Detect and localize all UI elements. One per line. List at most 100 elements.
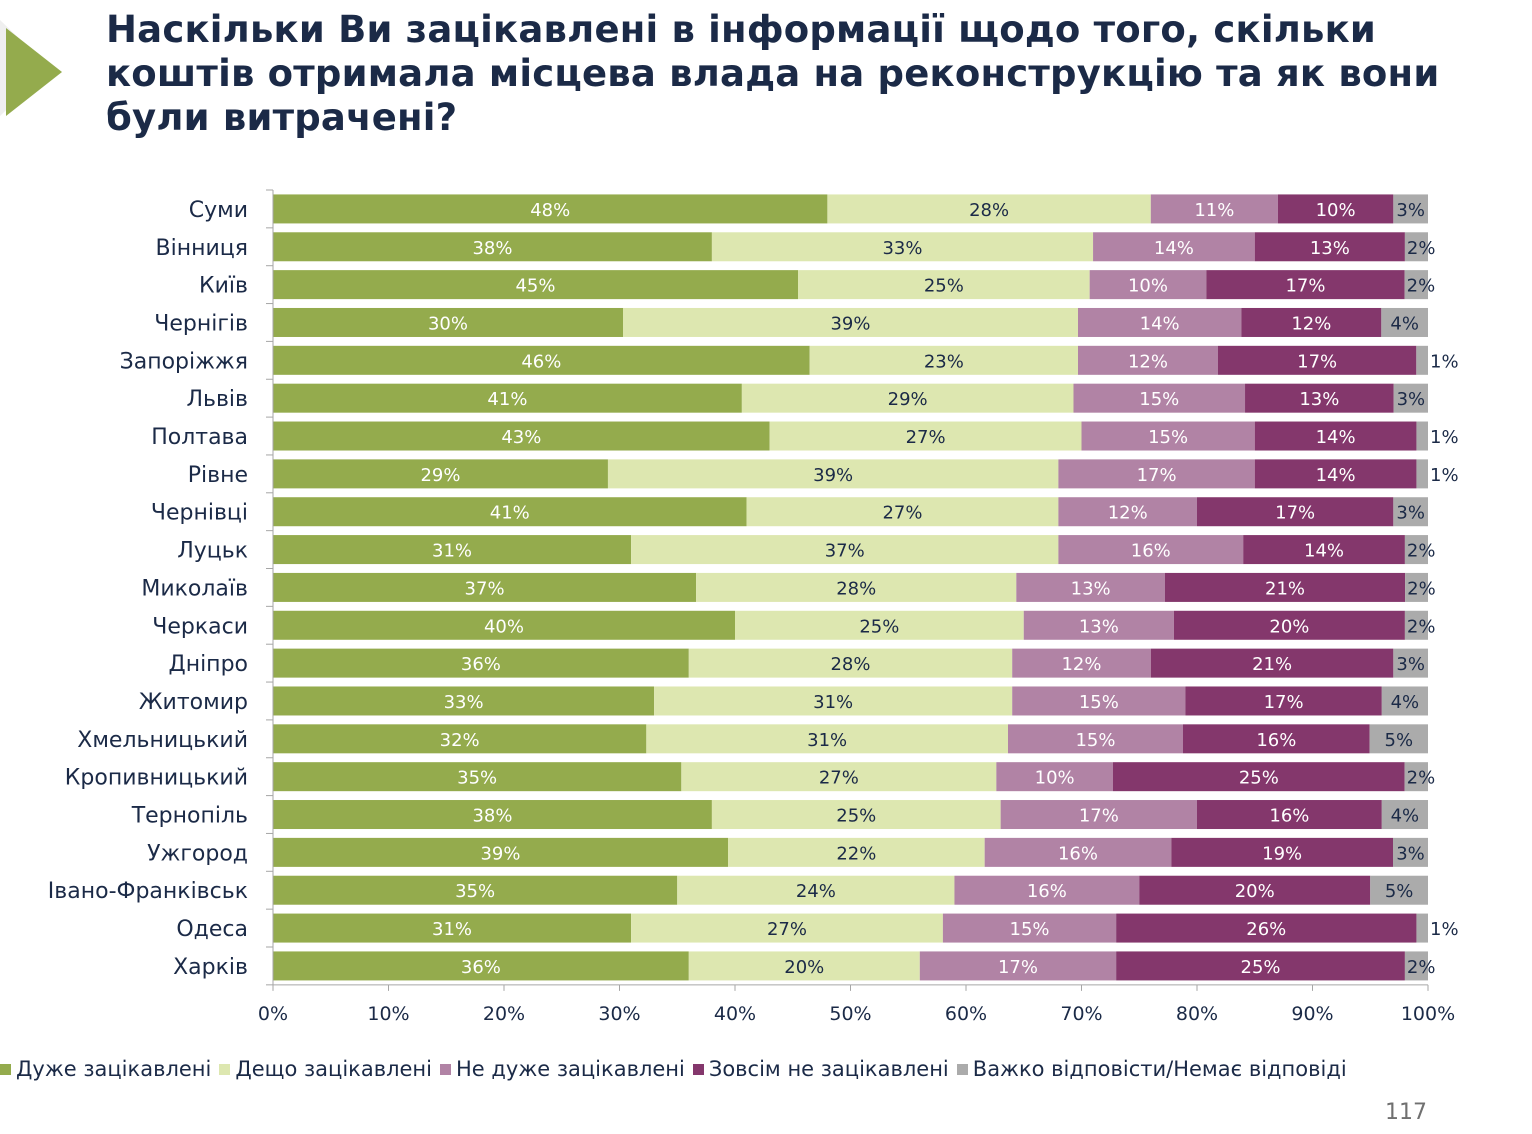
bar-segment [646,724,1008,754]
bar-segment [273,686,655,716]
data-label: 31% [813,692,853,713]
category-label: Харків [173,955,248,980]
bar-segment [1023,610,1174,640]
data-label: 15% [1148,427,1188,448]
bar-segment [696,572,1017,602]
data-label: 28% [969,200,1009,221]
bar-segment [1093,232,1255,262]
bar-segment [1000,800,1197,830]
category-label: Рівне [188,463,248,488]
x-tick-label: 60% [945,1003,987,1025]
data-label: 17% [1264,692,1304,713]
bar-segment [1012,686,1186,716]
data-label: 38% [472,238,512,259]
bar-segment [1150,194,1278,224]
category-label: Черкаси [152,614,248,639]
data-label: 27% [819,768,859,789]
bar-segment [1241,307,1382,337]
bar-segment [681,762,997,792]
data-label: 25% [859,616,899,637]
data-label: 12% [1061,654,1101,675]
bar-segment [1245,383,1394,413]
legend-label: Дещо зацікавлені [235,1057,432,1081]
data-label: 10% [1128,276,1168,297]
bar-segment [273,459,608,489]
data-label: 16% [1058,843,1098,864]
data-label: 25% [924,276,964,297]
bar-segment [1171,837,1393,867]
bar-segment [273,572,697,602]
bar-segment [711,800,1001,830]
data-label: 46% [521,351,561,372]
bar-segment [607,459,1059,489]
data-label: 3% [1396,843,1425,864]
category-label: Луцьк [177,539,248,564]
data-label: 16% [1027,881,1067,902]
data-label: 27% [767,919,807,940]
bar-segment [1416,459,1428,489]
chart-legend: Дуже зацікавлені Дещо зацікавлені Не дуже … [0,1054,1532,1084]
bar-segment [746,497,1059,527]
bar-segment [273,951,689,981]
bar-segment [741,383,1074,413]
legend-item: Дуже зацікавлені [0,1057,211,1081]
bar-segment [654,686,1013,716]
legend-item: Зовсім не зацікавлені [692,1057,949,1081]
bar-segment [942,913,1117,943]
data-label: 38% [472,806,512,827]
data-label: 16% [1256,730,1296,751]
data-label: 33% [882,238,922,259]
bar-segment [273,535,632,565]
data-label: 14% [1316,465,1356,486]
category-label: Чернігів [154,311,248,336]
data-label: 2% [1407,238,1436,259]
play-triangle-icon [6,28,62,116]
bar-segment [1206,270,1405,300]
bar-segment [1116,951,1405,981]
bar-segment [273,913,632,943]
bar-segment [623,307,1078,337]
bar-segment [1404,762,1428,792]
bar-segment [688,648,1013,678]
data-label: 36% [461,957,501,978]
data-label: 12% [1291,313,1331,334]
data-label: 10% [1035,768,1075,789]
legend-item: Дещо зацікавлені [219,1057,432,1081]
data-label: 17% [1297,351,1337,372]
bar-segment [1081,421,1255,451]
bar-segment [273,837,728,867]
category-label: Житомир [139,690,248,715]
category-label: Тернопіль [131,804,248,829]
data-label: 15% [1075,730,1115,751]
data-label: 20% [1269,616,1309,637]
data-label: 15% [1079,692,1119,713]
data-label: 13% [1071,578,1111,599]
data-label: 11% [1194,200,1234,221]
bar-segment [1185,686,1382,716]
data-label: 2% [1407,768,1436,789]
bar-segment [273,232,712,262]
bar-segment [273,875,678,905]
x-tick-label: 50% [829,1003,871,1025]
data-label: 39% [480,843,520,864]
bar-segment [1404,270,1428,300]
data-label: 14% [1154,238,1194,259]
data-label: 25% [1239,768,1279,789]
bar-segment [735,610,1024,640]
data-label: 19% [1262,843,1302,864]
bar-segment [1016,572,1165,602]
legend-swatch-icon [692,1063,704,1075]
data-label: 2% [1407,276,1436,297]
legend-label: Зовсім не зацікавлені [708,1057,949,1081]
bar-segment [1058,459,1255,489]
stacked-bar-chart: 48% 28% 11% 10% 3%38% 33% 14% 13% 2%45% 25% 10% 17%… [48,189,1459,1025]
bar-segment [273,383,742,413]
data-label: 31% [432,919,472,940]
bar-segment [1381,800,1428,830]
bar-segment [809,345,1078,375]
category-label: Львів [186,387,248,412]
data-label: 28% [830,654,870,675]
data-label: 37% [465,578,505,599]
data-label: 1% [1430,465,1459,486]
category-label: Полтава [151,425,248,450]
